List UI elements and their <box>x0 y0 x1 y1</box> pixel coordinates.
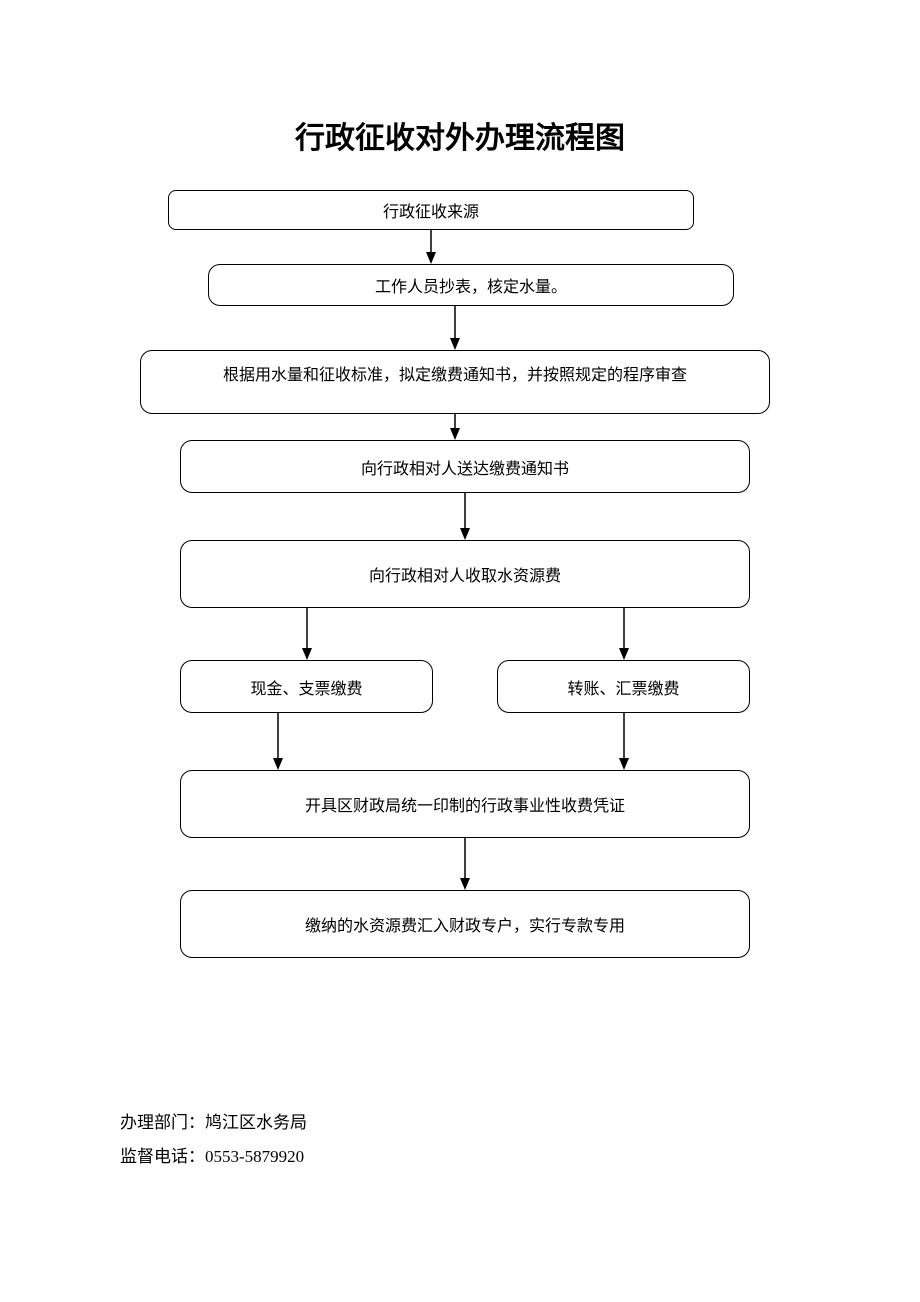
arrowhead-icon <box>460 878 470 890</box>
arrowhead-icon <box>460 528 470 540</box>
node-label: 行政征收来源 <box>383 198 479 222</box>
node-label: 转账、汇票缴费 <box>567 675 679 699</box>
arrowhead-icon <box>302 648 312 660</box>
flowchart-node: 行政征收来源 <box>168 190 694 230</box>
footer-label: 办理部门： <box>120 1113 205 1132</box>
footer-value: 0553-5879920 <box>205 1147 304 1166</box>
node-label: 现金、支票缴费 <box>250 675 362 699</box>
node-label: 向行政相对人收取水资源费 <box>369 562 561 586</box>
arrowhead-icon <box>450 428 460 440</box>
footer-value: 鸠江区水务局 <box>205 1113 307 1132</box>
flowchart-node: 开具区财政局统一印制的行政事业性收费凭证 <box>180 770 750 838</box>
footer-label: 监督电话： <box>120 1147 205 1166</box>
node-label: 缴纳的水资源费汇入财政专户，实行专款专用 <box>305 912 625 936</box>
arrowhead-icon <box>619 648 629 660</box>
page-title: 行政征收对外办理流程图 <box>0 113 920 157</box>
flowchart-node: 转账、汇票缴费 <box>497 660 750 713</box>
arrowhead-icon <box>273 758 283 770</box>
flowchart-page: 行政征收对外办理流程图 行政征收来源工作人员抄表，核定水量。根据用水量和征收标准… <box>0 0 920 1302</box>
node-label: 根据用水量和征收标准，拟定缴费通知书，并按照规定的程序审查 <box>223 361 687 385</box>
arrowhead-icon <box>619 758 629 770</box>
flowchart-node: 根据用水量和征收标准，拟定缴费通知书，并按照规定的程序审查 <box>140 350 770 414</box>
footer-line: 监督电话：0553-5879920 <box>120 1142 304 1167</box>
flowchart-node: 工作人员抄表，核定水量。 <box>208 264 734 306</box>
node-label: 开具区财政局统一印制的行政事业性收费凭证 <box>305 792 625 816</box>
arrowhead-icon <box>426 252 436 264</box>
arrowhead-icon <box>450 338 460 350</box>
flowchart-node: 缴纳的水资源费汇入财政专户，实行专款专用 <box>180 890 750 958</box>
flowchart-node: 向行政相对人收取水资源费 <box>180 540 750 608</box>
flowchart-node: 向行政相对人送达缴费通知书 <box>180 440 750 493</box>
node-label: 向行政相对人送达缴费通知书 <box>361 455 569 479</box>
footer-line: 办理部门：鸠江区水务局 <box>120 1108 307 1133</box>
node-label: 工作人员抄表，核定水量。 <box>375 273 567 297</box>
flowchart-node: 现金、支票缴费 <box>180 660 433 713</box>
